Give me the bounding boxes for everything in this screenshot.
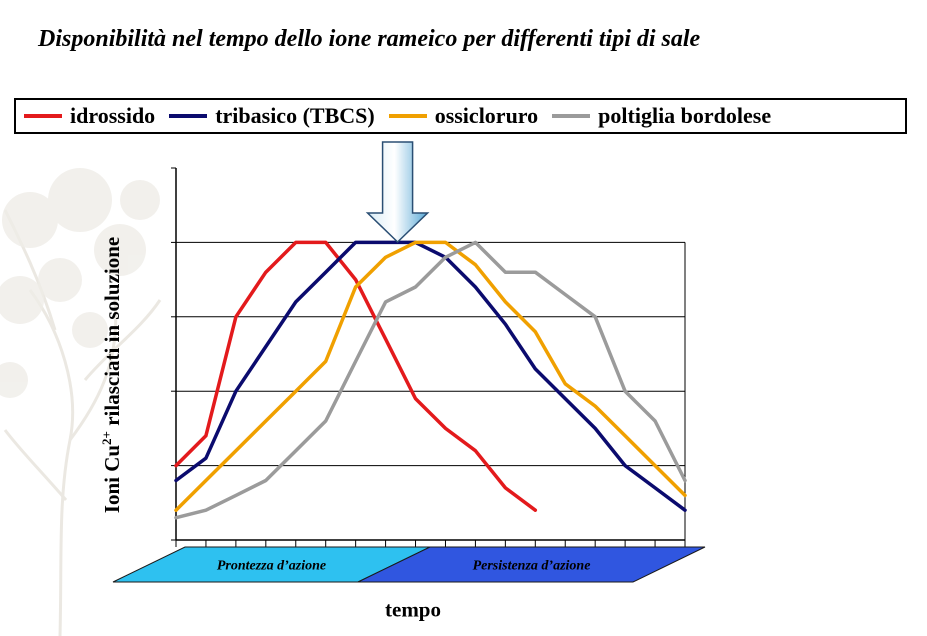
legend-swatch-ossicloruro [388, 114, 427, 118]
legend-swatch-idrossido [24, 114, 62, 118]
legend-label-poltiglia: poltiglia bordolese [598, 103, 772, 128]
x-axis-label: tempo [385, 597, 441, 622]
legend-label-tribasico: tribasico (TBCS) [215, 103, 375, 128]
series-line-2 [174, 240, 687, 512]
legend-item-tribasico: tribasico (TBCS) [169, 103, 375, 129]
y-axis-label-rest: rilasciati in soluzione [100, 236, 124, 432]
phase-label-1: Persistenza d’azione [473, 559, 591, 574]
legend-swatch-tribasico [169, 114, 208, 118]
legend-label-ossicloruro: ossicloruro [434, 103, 539, 128]
peak-arrow-icon [365, 141, 430, 244]
legend-label-idrossido: idrossido [70, 103, 156, 128]
y-axis-label-text: Ioni Cu [100, 444, 124, 514]
y-axis-label-superscript: 2+ [99, 431, 114, 445]
series-line-1 [174, 240, 687, 512]
series-line-0 [174, 240, 538, 512]
legend-swatch-poltiglia [552, 114, 591, 118]
legend-item-poltiglia: poltiglia bordolese [552, 103, 771, 129]
chart-title: Disponibilità nel tempo dello ione ramei… [38, 26, 701, 52]
legend-item-ossicloruro: ossicloruro [388, 103, 539, 129]
legend: idrossido tribasico (TBCS) ossicloruro p… [14, 98, 907, 134]
phase-band-1 [357, 546, 706, 583]
phase-label-0: Prontezza d’azione [217, 559, 326, 574]
y-axis-label: Ioni Cu2+ rilasciati in soluzione [99, 237, 125, 513]
legend-item-idrossido: idrossido [24, 103, 155, 129]
series-line-3 [174, 240, 687, 520]
